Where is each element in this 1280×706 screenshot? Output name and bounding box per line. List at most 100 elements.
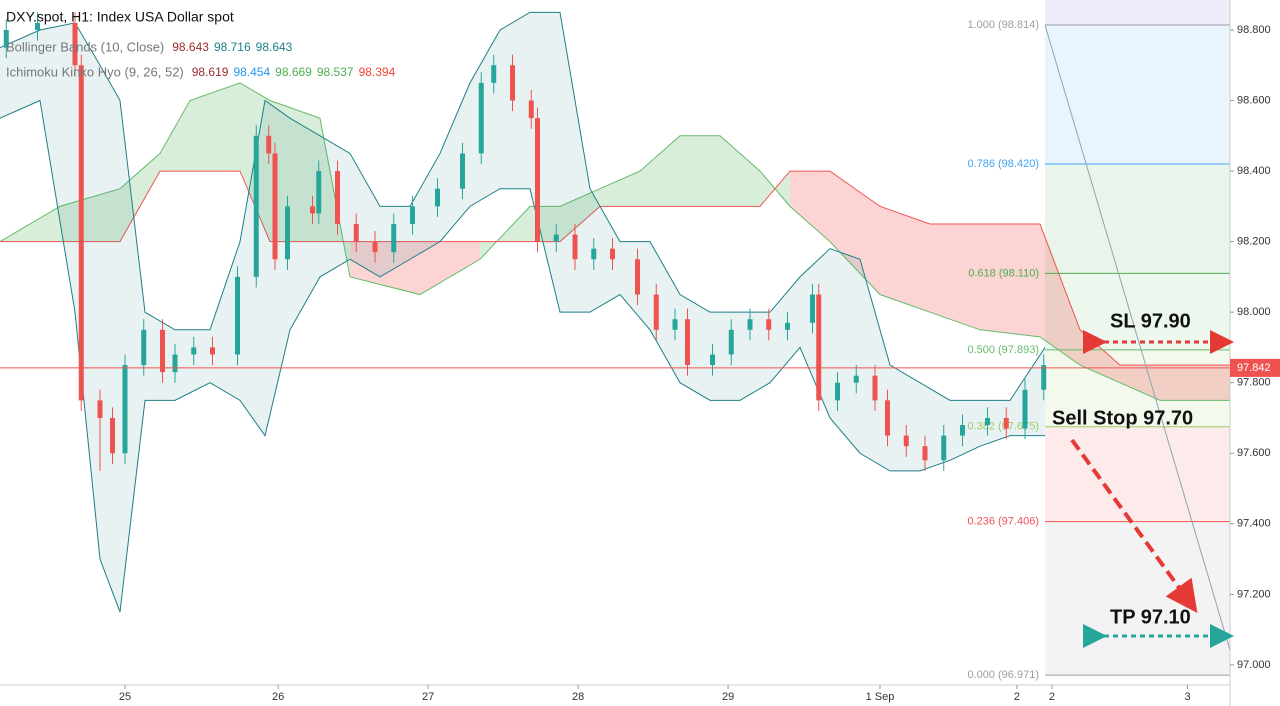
candle-body bbox=[335, 171, 340, 224]
fib-zone bbox=[1045, 521, 1230, 676]
fib-label: 0.500 (97.893) bbox=[967, 344, 1039, 356]
cloud-fill bbox=[1120, 365, 1160, 401]
bollinger-fill bbox=[0, 12, 1045, 612]
fib-label: 0.382 (97.675) bbox=[967, 421, 1039, 433]
candle-body bbox=[610, 248, 615, 260]
fib-label: 1.000 (98.814) bbox=[967, 19, 1039, 31]
indicator-value: 98.716 bbox=[214, 40, 251, 54]
indicator-value: 98.454 bbox=[233, 65, 270, 79]
cloud-fill bbox=[640, 135, 680, 207]
cloud-fill bbox=[980, 223, 1040, 337]
candle-body bbox=[253, 135, 259, 277]
candle-body bbox=[785, 322, 790, 330]
candle-body bbox=[435, 188, 440, 207]
candle-body bbox=[191, 347, 197, 355]
cloud-fill bbox=[420, 241, 480, 295]
candle-body bbox=[510, 65, 515, 101]
cloud-fill bbox=[830, 171, 880, 295]
candle-body bbox=[1003, 417, 1009, 429]
candle-body bbox=[635, 259, 640, 295]
candle-body bbox=[410, 206, 415, 224]
cloud-fill bbox=[680, 135, 720, 207]
candle-body bbox=[872, 375, 878, 401]
candle-body bbox=[1041, 365, 1047, 390]
indicator-value: 98.643 bbox=[256, 40, 293, 54]
indicator-value: 98.643 bbox=[172, 40, 209, 54]
candle-body bbox=[885, 400, 890, 436]
cloud-fill bbox=[1160, 365, 1230, 401]
candle-body bbox=[816, 294, 822, 401]
candle-body bbox=[835, 382, 840, 401]
x-tick-label: 27 bbox=[422, 691, 434, 703]
candle-body bbox=[460, 153, 465, 189]
bollinger-upper bbox=[0, 11, 1046, 401]
cloud-fill bbox=[880, 206, 930, 313]
candle-body bbox=[728, 329, 734, 355]
x-tick-label: 28 bbox=[572, 691, 584, 703]
candle-body bbox=[110, 417, 115, 454]
candle-body bbox=[235, 276, 240, 355]
x-tick-label: 25 bbox=[119, 691, 131, 703]
candle-body bbox=[672, 319, 678, 330]
y-tick-label: 97.200 bbox=[1237, 588, 1271, 600]
candle-body bbox=[272, 153, 278, 260]
chart-title: DXY.spot, H1: Index USA Dollar spot bbox=[6, 9, 234, 25]
indicator-value: 98.669 bbox=[275, 65, 312, 79]
cloud-fill bbox=[600, 171, 640, 207]
y-tick-label: 98.200 bbox=[1237, 236, 1271, 248]
indicator-value: 98.394 bbox=[359, 65, 396, 79]
candle-body bbox=[685, 319, 690, 366]
annotation: TP 97.10 bbox=[1110, 606, 1191, 628]
cloud-fill bbox=[270, 100, 320, 242]
candle-body bbox=[478, 82, 484, 154]
candle-body bbox=[1022, 389, 1028, 429]
x-tick-label: 1 Sep bbox=[866, 691, 895, 703]
fib-label: 0.786 (98.420) bbox=[967, 158, 1039, 170]
candle-body bbox=[285, 206, 290, 260]
candle-body bbox=[960, 425, 965, 436]
candle-body bbox=[97, 400, 103, 418]
cloud-fill bbox=[790, 171, 830, 242]
candle-body bbox=[491, 65, 497, 83]
candle-body bbox=[310, 206, 315, 214]
x-tick-label: 2 bbox=[1014, 691, 1020, 703]
y-tick-label: 98.400 bbox=[1237, 165, 1271, 177]
candle-body bbox=[141, 329, 147, 366]
cloud-fill bbox=[120, 153, 160, 242]
current-price-label: 97.842 bbox=[1237, 362, 1271, 374]
candle-body bbox=[122, 365, 128, 454]
candle-body bbox=[710, 354, 715, 366]
candle-body bbox=[266, 135, 272, 154]
annotation: SL 97.90 bbox=[1110, 310, 1191, 332]
candle-body bbox=[72, 22, 78, 66]
candle-body bbox=[985, 417, 990, 426]
x-tick-label: 2 bbox=[1049, 691, 1055, 703]
fib-label: 0.618 (98.110) bbox=[968, 267, 1039, 279]
candle-body bbox=[535, 118, 540, 242]
cloud-fill bbox=[1040, 223, 1080, 366]
bollinger-lower bbox=[0, 99, 1045, 613]
candle-body bbox=[653, 294, 659, 330]
candle-body bbox=[853, 375, 859, 383]
candle-body bbox=[372, 241, 378, 253]
candle-body bbox=[903, 435, 909, 447]
y-tick-label: 97.400 bbox=[1237, 518, 1271, 530]
candle-body bbox=[35, 22, 40, 30]
x-tick-label: 26 bbox=[272, 691, 284, 703]
candle-body bbox=[941, 435, 947, 461]
candle-body bbox=[353, 223, 359, 242]
y-tick-label: 97.600 bbox=[1237, 447, 1271, 459]
candle-body bbox=[172, 354, 178, 373]
current-price-box bbox=[1230, 358, 1280, 377]
x-tick-label: 29 bbox=[722, 691, 734, 703]
span-b bbox=[0, 170, 1230, 366]
fib-label: 0.236 (97.406) bbox=[967, 516, 1039, 528]
indicator-name: Ichimoku Kinko Hyo (9, 26, 52) bbox=[6, 64, 184, 79]
candle-body bbox=[3, 29, 9, 48]
x-tick-label: 3 bbox=[1184, 691, 1190, 703]
candle-body bbox=[210, 347, 215, 355]
y-tick-label: 97.000 bbox=[1237, 659, 1271, 671]
indicator-value: 98.537 bbox=[317, 65, 354, 79]
cloud-fill bbox=[190, 82, 240, 172]
